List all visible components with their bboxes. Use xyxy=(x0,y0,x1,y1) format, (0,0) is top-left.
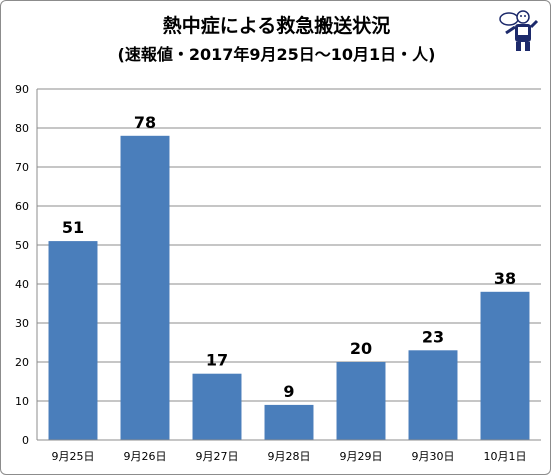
y-tick-label: 0 xyxy=(22,434,29,447)
y-tick-label: 40 xyxy=(15,278,29,291)
y-tick-label: 80 xyxy=(15,122,29,135)
bar xyxy=(480,291,530,440)
y-tick-label: 60 xyxy=(15,200,29,213)
y-tick-label: 50 xyxy=(15,239,29,252)
x-tick-label: 9月29日 xyxy=(340,450,383,463)
y-tick-label: 90 xyxy=(15,83,29,96)
data-label: 51 xyxy=(62,218,84,237)
y-tick-label: 70 xyxy=(15,161,29,174)
x-tick-label: 9月26日 xyxy=(124,450,167,463)
data-label: 17 xyxy=(206,351,228,370)
y-tick-label: 20 xyxy=(15,356,29,369)
bar xyxy=(336,362,386,440)
bar xyxy=(264,404,314,440)
chart-subtitle: (速報値・2017年9月25日～10月1日・人) xyxy=(117,45,436,64)
x-tick-label: 10月1日 xyxy=(484,450,527,463)
x-tick-label: 9月30日 xyxy=(412,450,455,463)
y-tick-label: 30 xyxy=(15,317,29,330)
x-tick-label: 9月27日 xyxy=(196,450,239,463)
x-tick-label: 9月25日 xyxy=(52,450,95,463)
data-label: 23 xyxy=(422,327,444,346)
data-label: 9 xyxy=(283,382,294,401)
bar xyxy=(192,373,242,440)
bar xyxy=(408,350,458,440)
data-label: 20 xyxy=(350,339,372,358)
bar xyxy=(48,241,98,440)
y-tick-label: 10 xyxy=(15,395,29,408)
x-tick-label: 9月28日 xyxy=(268,450,311,463)
data-label: 78 xyxy=(134,113,156,132)
chart-title: 熱中症による救急搬送状況 xyxy=(162,15,391,37)
data-label: 38 xyxy=(494,269,516,288)
bar xyxy=(120,135,170,441)
mascot-figure-icon xyxy=(499,10,539,51)
